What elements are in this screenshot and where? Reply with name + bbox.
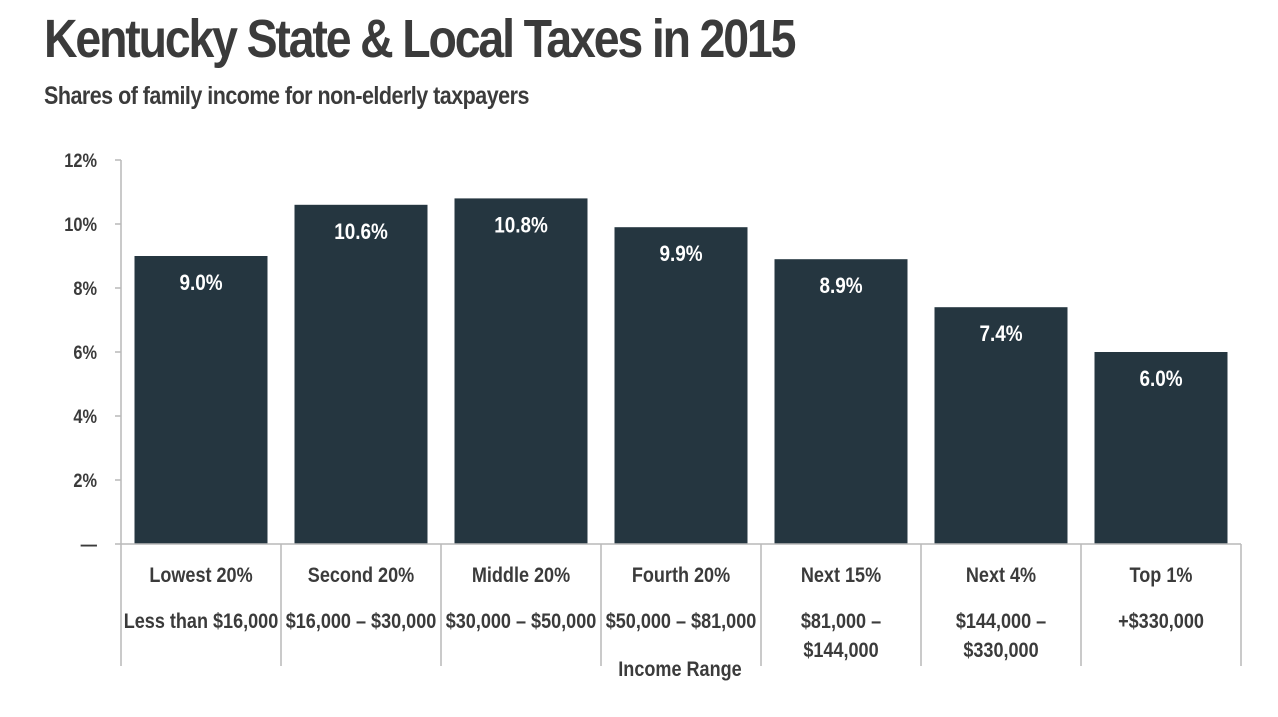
bar-value-label: 9.9% (659, 242, 702, 267)
bar-value-label: 6.0% (1139, 367, 1182, 392)
x-category-label: Fourth 20% (632, 564, 730, 588)
bar-value-label: 10.6% (334, 219, 388, 244)
bar-value-label: 7.4% (979, 322, 1022, 347)
bars (134, 198, 1228, 545)
bar (614, 227, 748, 544)
x-income-range-label: $30,000 – $50,000 (446, 610, 597, 634)
x-income-range-label: $330,000 (963, 639, 1038, 663)
bar (134, 256, 268, 544)
bar (294, 204, 428, 545)
y-tick-label: 2% (73, 470, 97, 491)
x-income-range-label: Less than $16,000 (124, 610, 279, 634)
x-income-range-label: $144,000 (803, 639, 878, 663)
y-tick-label: 10% (64, 214, 97, 235)
x-category-label: Top 1% (1130, 564, 1193, 588)
x-income-range-label: $50,000 – $81,000 (606, 610, 757, 634)
x-category-label: Lowest 20% (149, 564, 252, 588)
bar-value-labels: 9.0% 10.6% 10.8% 9.9% 8.9% 7.4% 6.0% (179, 213, 1182, 391)
bar (934, 307, 1068, 544)
bar-value-label: 8.9% (819, 274, 862, 299)
chart-subtitle: Shares of family income for non-elderly … (44, 82, 529, 110)
x-category-label: Middle 20% (472, 564, 570, 588)
x-axis: Lowest 20% Less than $16,000 Second 20% $16… (120, 543, 1242, 666)
y-tick-label: 4% (73, 406, 97, 427)
x-category-label: Next 15% (801, 564, 881, 588)
y-tick-label: 6% (73, 342, 97, 363)
y-tick-label: — (81, 534, 98, 555)
bar-value-label: 10.8% (494, 213, 548, 238)
bar (1094, 352, 1228, 544)
bar (774, 259, 908, 544)
chart-title: Kentucky State & Local Taxes in 2015 (44, 9, 796, 69)
bar (454, 198, 588, 544)
y-tick-label: 8% (73, 278, 97, 299)
x-income-range-label: $81,000 – (801, 610, 881, 634)
y-axis: 12% 10% 8% 6% 4% 2% — (64, 150, 122, 555)
x-income-range-label: +$330,000 (1118, 610, 1204, 634)
x-axis-title: Income Range (618, 658, 741, 682)
x-category-label: Next 4% (966, 564, 1036, 588)
x-category-label: Second 20% (308, 564, 414, 588)
x-income-range-label: $16,000 – $30,000 (286, 610, 437, 634)
x-income-range-label: $144,000 – (956, 610, 1046, 634)
bar-value-label: 9.0% (179, 271, 222, 296)
y-tick-label: 12% (64, 150, 97, 171)
